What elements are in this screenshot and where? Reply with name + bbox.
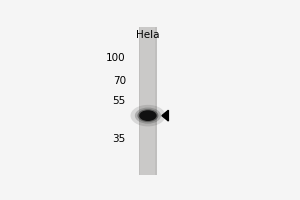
Text: 70: 70 [113, 76, 126, 86]
Ellipse shape [130, 105, 165, 126]
Polygon shape [162, 110, 168, 121]
Bar [140, 27, 155, 175]
Text: Hela: Hela [136, 30, 160, 40]
Bar [139, 27, 157, 175]
Text: 100: 100 [106, 53, 126, 63]
Ellipse shape [139, 110, 157, 121]
Text: 55: 55 [112, 96, 126, 106]
Ellipse shape [137, 109, 158, 122]
Text: 35: 35 [112, 134, 126, 144]
Ellipse shape [135, 108, 161, 124]
